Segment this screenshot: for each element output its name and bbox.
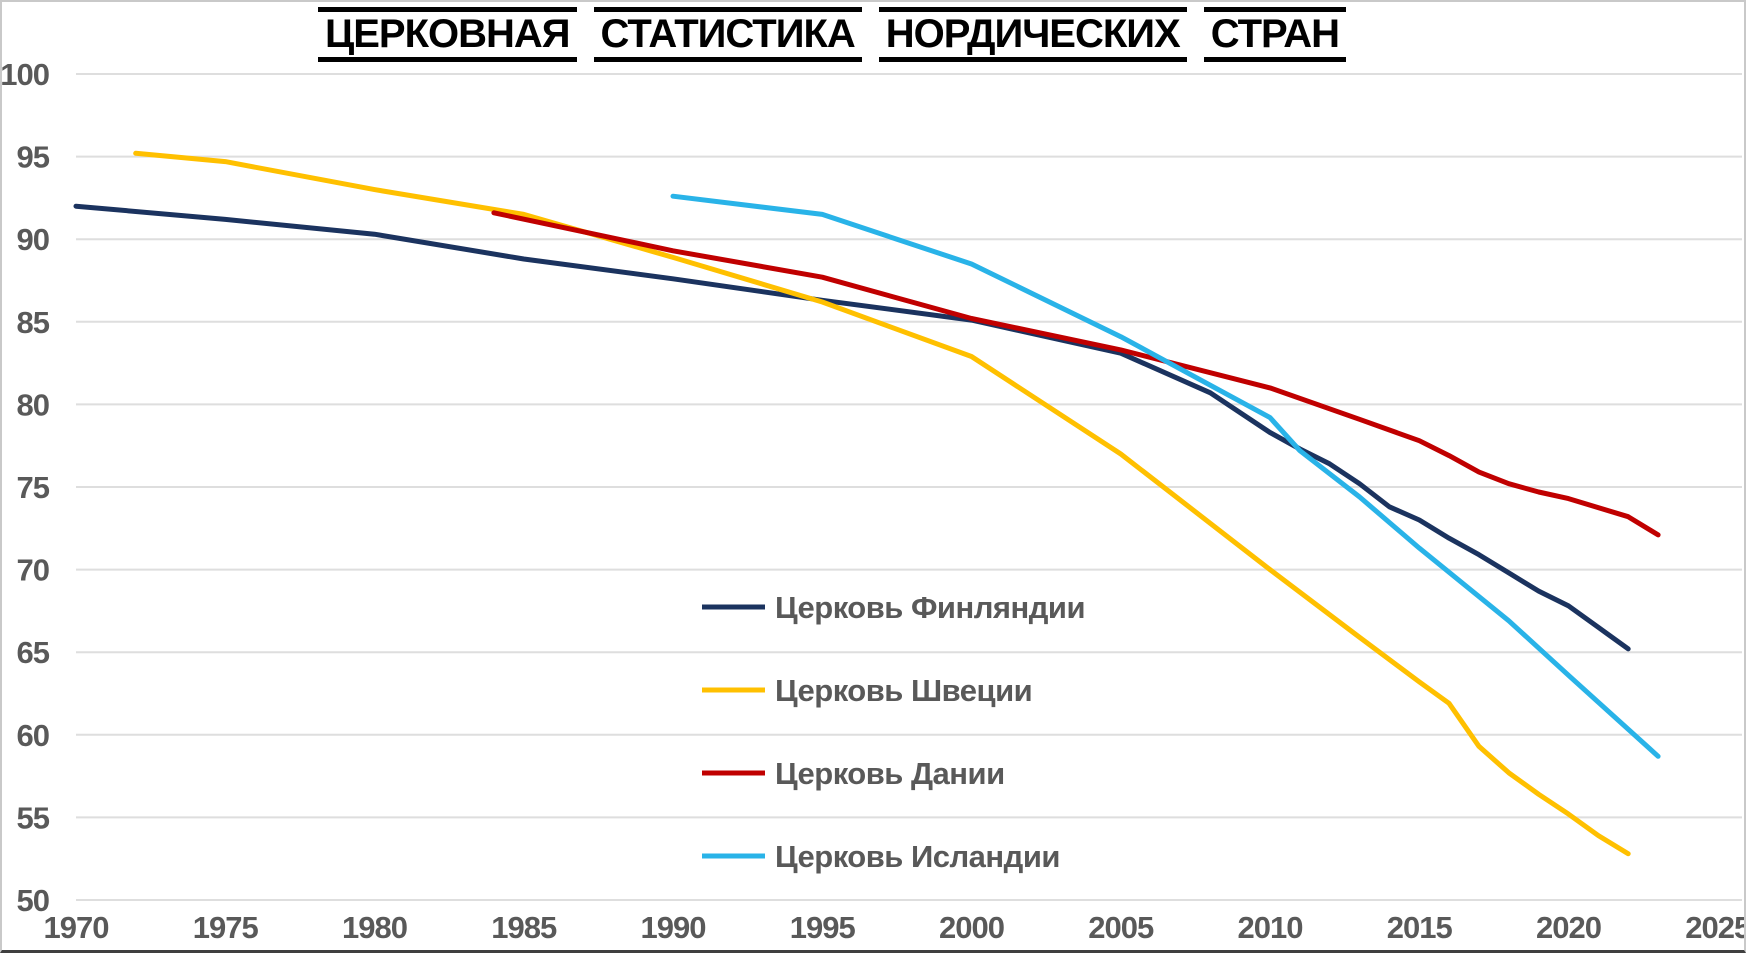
x-tick-label-2000: 2000 <box>939 910 1004 945</box>
x-tick-label-2010: 2010 <box>1238 910 1303 945</box>
series-line-1 <box>133 150 1631 857</box>
y-tick-label-85: 85 <box>17 305 50 340</box>
x-tick-label-2005: 2005 <box>1088 910 1154 945</box>
y-tick-label-75: 75 <box>17 470 50 505</box>
x-tick-label-2020: 2020 <box>1536 910 1601 945</box>
chart-title: ЦЕРКОВНАЯ СТАТИСТИКА НОРДИЧЕСКИХ СТРАН <box>318 7 1346 62</box>
x-tick-label-1970: 1970 <box>44 910 109 945</box>
legend-label-2: Церковь Дании <box>775 756 1005 791</box>
x-tick-label-1985: 1985 <box>491 910 557 945</box>
y-tick-label-70: 70 <box>17 553 49 588</box>
legend-label-1: Церковь Швеции <box>775 673 1032 708</box>
x-tick-label-1975: 1975 <box>193 910 259 945</box>
x-tick-label-1980: 1980 <box>342 910 407 945</box>
x-tick-label-2025: 2025 <box>1685 910 1746 945</box>
y-tick-label-55: 55 <box>17 800 50 835</box>
y-tick-label-65: 65 <box>17 635 50 670</box>
y-tick-label-80: 80 <box>17 387 49 422</box>
chart-title-word-3: СТРАН <box>1203 7 1346 62</box>
y-tick-label-100: 100 <box>2 57 49 92</box>
y-tick-label-50: 50 <box>17 883 49 918</box>
chart-title-word-1: СТАТИСТИКА <box>593 7 862 62</box>
x-tick-label-2015: 2015 <box>1387 910 1453 945</box>
legend-label-0: Церковь Финляндии <box>775 590 1085 625</box>
x-tick-label-1995: 1995 <box>790 910 856 945</box>
series-line-2 <box>491 210 1661 538</box>
x-tick-label-1990: 1990 <box>641 910 706 945</box>
chart-title-word-0: ЦЕРКОВНАЯ <box>318 7 577 62</box>
y-tick-label-90: 90 <box>17 222 49 257</box>
chart-title-word-2: НОРДИЧЕСКИХ <box>878 7 1187 62</box>
series-line-0 <box>73 203 1631 652</box>
legend-label-3: Церковь Исландии <box>775 839 1060 874</box>
y-tick-label-95: 95 <box>17 140 50 175</box>
y-tick-label-60: 60 <box>17 718 49 753</box>
series-line-3 <box>670 193 1661 759</box>
